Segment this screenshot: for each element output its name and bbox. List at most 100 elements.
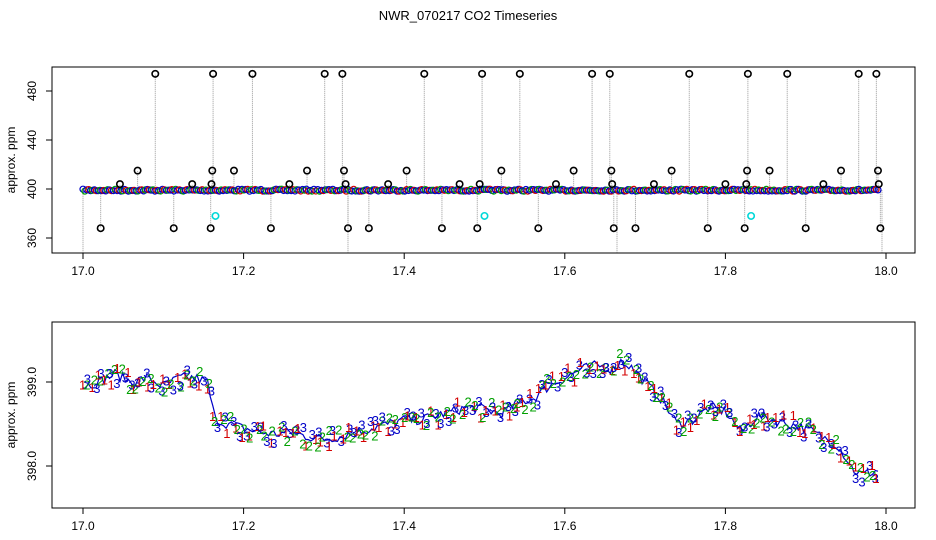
series-marker-2: 2 [427, 405, 434, 420]
series-marker-3: 3 [534, 397, 541, 412]
series-marker-1: 1 [165, 377, 172, 392]
series-marker-2: 2 [319, 430, 326, 445]
series-marker-3: 3 [191, 377, 198, 392]
series-marker-3: 3 [726, 405, 733, 420]
series-marker-3: 3 [106, 366, 113, 381]
series-marker-1: 1 [159, 372, 166, 387]
series-marker-1: 1 [209, 409, 216, 424]
series-marker-1: 1 [801, 426, 808, 441]
series-marker-1: 1 [852, 459, 859, 474]
series-marker-1: 1 [526, 386, 533, 401]
series-marker-1: 1 [181, 367, 188, 382]
outlier-point [208, 166, 217, 175]
series-marker-1: 1 [88, 380, 95, 395]
series-marker-2: 2 [725, 405, 732, 420]
series-marker-1: 1 [246, 429, 253, 444]
series-marker-2: 2 [423, 418, 430, 433]
series-marker-3: 3 [603, 360, 610, 375]
outlier-point [551, 180, 560, 189]
y-axis-label: approx. ppm [4, 127, 18, 194]
series-marker-3: 3 [163, 373, 170, 388]
series-marker-2: 2 [91, 372, 98, 387]
outlier-point [703, 224, 712, 233]
series-marker-2: 2 [596, 366, 603, 381]
series-marker-2: 2 [349, 431, 356, 446]
series-marker-1: 1 [680, 415, 687, 430]
series-marker-1: 1 [223, 426, 230, 441]
series-marker-1: 1 [114, 361, 121, 376]
x-tick-label: 17.6 [553, 519, 577, 533]
series-marker-3: 3 [432, 406, 439, 421]
series-marker-1: 1 [558, 369, 565, 384]
series-marker-1: 1 [419, 418, 426, 433]
series-marker-2: 2 [495, 403, 502, 418]
series-marker-3: 3 [545, 372, 552, 387]
series-marker-2: 2 [449, 411, 456, 426]
x-tick-label: 17.8 [714, 264, 738, 278]
series-marker-1: 1 [790, 408, 797, 423]
series-marker-1: 1 [302, 439, 309, 454]
series-marker-2: 2 [675, 411, 682, 426]
series-marker-3: 3 [338, 434, 345, 449]
series-marker-2: 2 [488, 395, 495, 410]
series-marker-3: 3 [538, 377, 545, 392]
x-tick-label: 17.8 [714, 519, 738, 533]
series-marker-1: 1 [238, 430, 245, 445]
series-marker-1: 1 [174, 370, 181, 385]
series-marker-3: 3 [469, 403, 476, 418]
series-marker-2: 2 [220, 412, 227, 427]
series-marker-1: 1 [375, 420, 382, 435]
series-marker-3: 3 [675, 425, 682, 440]
series-marker-3: 3 [786, 425, 793, 440]
series-marker-2: 2 [731, 414, 738, 429]
series-marker-2: 2 [748, 422, 755, 437]
series-marker-3: 3 [84, 371, 91, 386]
series-marker-1: 1 [837, 450, 844, 465]
series-marker-3: 3 [805, 417, 812, 432]
series-marker-2: 2 [502, 400, 509, 415]
series-marker-2: 2 [790, 424, 797, 439]
series-marker-2: 2 [680, 424, 687, 439]
series-marker-1: 1 [673, 422, 680, 437]
outlier-point [872, 69, 881, 78]
series-marker-3: 3 [561, 365, 568, 380]
series-marker-1: 1 [571, 374, 578, 389]
series-marker-2: 2 [652, 390, 659, 405]
series-marker-3: 3 [489, 399, 496, 414]
outlier-point [455, 180, 464, 189]
series-marker-2: 2 [666, 400, 673, 415]
series-marker-1: 1 [687, 420, 694, 435]
series-marker-2: 2 [647, 378, 654, 393]
series-marker-2: 2 [392, 412, 399, 427]
series-marker-3: 3 [483, 405, 490, 420]
series-marker-2: 2 [314, 440, 321, 455]
x-tick-label: 17.6 [553, 264, 577, 278]
series-marker-1: 1 [513, 399, 520, 414]
series-marker-3: 3 [280, 418, 287, 433]
series-marker-2: 2 [147, 371, 154, 386]
outlier-point [229, 166, 238, 175]
series-marker-2: 2 [863, 470, 870, 485]
series-marker-2: 2 [587, 360, 594, 375]
series-marker-2: 2 [234, 422, 241, 437]
series-marker-1: 1 [454, 395, 461, 410]
series-marker-1: 1 [195, 378, 202, 393]
series-marker-1: 1 [79, 378, 86, 393]
series-marker-3: 3 [800, 429, 807, 444]
series-marker-2: 2 [582, 366, 589, 381]
outlier-point [339, 166, 348, 175]
series-marker-3: 3 [583, 365, 590, 380]
series-marker-3: 3 [828, 436, 835, 451]
outlier-point [765, 166, 774, 175]
series-marker-3: 3 [293, 423, 300, 438]
series-marker-3: 3 [526, 392, 533, 407]
series-marker-2: 2 [610, 363, 617, 378]
series-marker-2: 2 [828, 441, 835, 456]
series-marker-2: 2 [246, 431, 253, 446]
series-marker-3: 3 [445, 414, 452, 429]
outlier-point [569, 166, 578, 175]
series-marker-2: 2 [371, 429, 378, 444]
series-marker-2: 2 [386, 411, 393, 426]
series-marker-3: 3 [792, 417, 799, 432]
outlier-point [588, 69, 597, 78]
